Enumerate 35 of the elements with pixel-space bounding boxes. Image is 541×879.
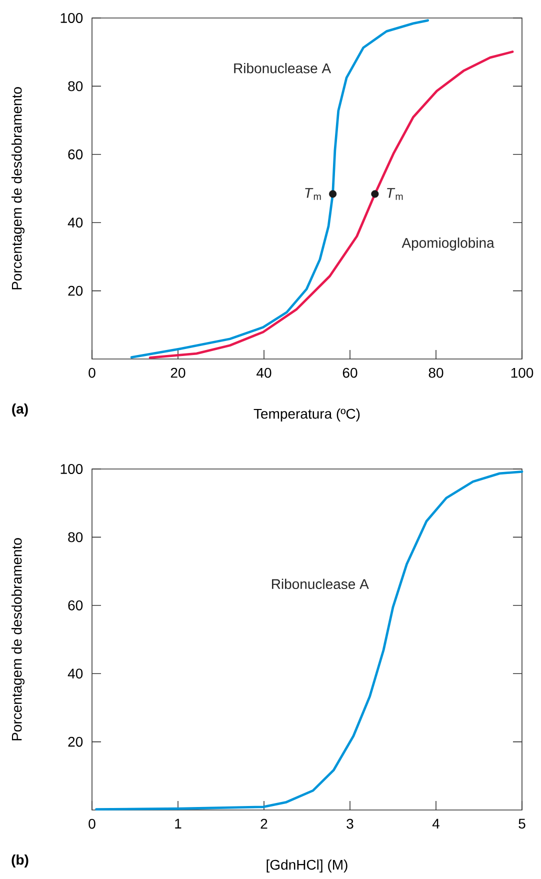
text: Ribonuclease A (272, 578, 369, 590)
y-axis-title: Porcentagem de desdobramento (11, 87, 25, 290)
y-tick-label: 20 (68, 286, 83, 296)
y-tick-label: 100 (60, 464, 83, 474)
x-tick-label: 80 (428, 368, 444, 378)
y-tick-label: 20 (68, 736, 83, 747)
y-tick-label: 60 (68, 600, 83, 610)
y-tick-label: 80 (68, 532, 83, 542)
x-tick-label: 0 (88, 368, 96, 378)
y-tick-label: 60 (68, 149, 83, 160)
x-tick-label: 3 (346, 818, 354, 829)
x-tick-label: 40 (256, 368, 272, 378)
text: (b) (12, 854, 28, 868)
y-tick-label: 40 (68, 218, 83, 228)
y-tick-label: 40 (68, 668, 83, 679)
x-tick-label: 60 (342, 368, 358, 378)
annotation: T$_{m}$ (305, 188, 321, 200)
x-axis-title: Temperatura (ºC) (254, 408, 360, 422)
y-axis-title: Porcentagem de desdobramento (11, 538, 25, 740)
text: (a) (12, 403, 28, 417)
x-tick-label: 1 (175, 818, 182, 828)
y-tick-label: 100 (60, 13, 83, 23)
line-series (95, 470, 524, 811)
series-label: Ribonuclease A (234, 62, 332, 74)
x-tick-label: 5 (518, 818, 526, 829)
x-axis-title: [GdnHCl] (M) (266, 859, 348, 873)
text: Apomioglobina (402, 238, 494, 251)
y-tick-label: 80 (68, 81, 83, 92)
annotation: T$_{m}$ (387, 188, 403, 200)
x-tick-label: 0 (88, 818, 96, 829)
x-tick-label: 100 (511, 368, 534, 378)
x-tick-label: 20 (170, 368, 186, 378)
x-tick-label: 4 (432, 818, 440, 828)
x-tick-label: 2 (260, 818, 268, 829)
line-series (148, 50, 514, 359)
